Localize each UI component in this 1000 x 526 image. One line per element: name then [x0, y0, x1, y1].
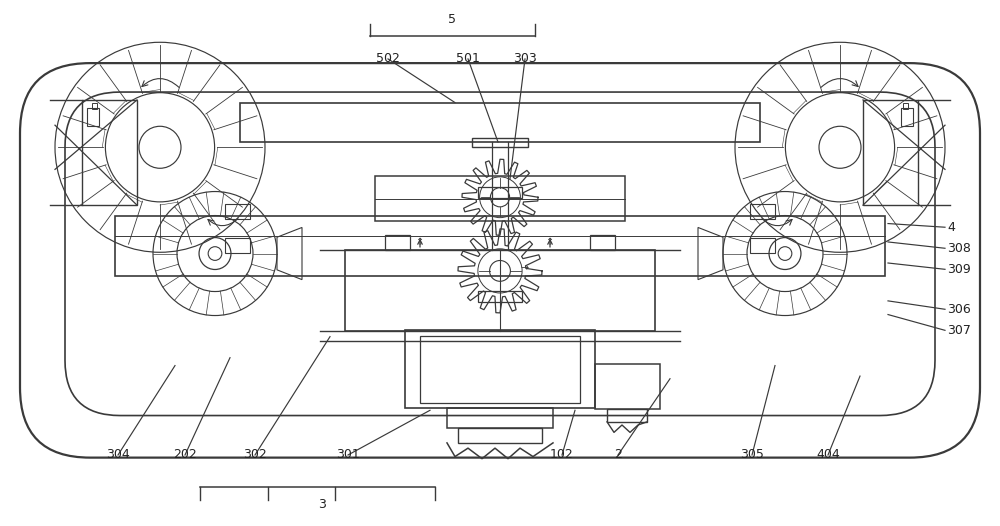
Text: 307: 307	[947, 324, 971, 337]
Text: 404: 404	[816, 449, 840, 461]
Bar	[240, 103, 760, 142]
Text: 304: 304	[106, 449, 130, 461]
Bar	[478, 187, 522, 198]
Text: →: →	[521, 263, 529, 274]
Bar	[385, 235, 410, 250]
Text: 501: 501	[456, 53, 480, 65]
Text: 305: 305	[740, 449, 764, 461]
Text: ↑: ↑	[416, 237, 424, 247]
Bar	[87, 108, 99, 126]
Text: 306: 306	[947, 303, 971, 316]
Bar	[590, 235, 615, 250]
Bar	[863, 100, 918, 205]
Bar	[447, 408, 553, 428]
Bar	[82, 100, 137, 205]
Bar	[115, 216, 885, 276]
Bar	[225, 204, 250, 219]
Text: 202: 202	[173, 449, 197, 461]
Bar	[607, 409, 647, 422]
Bar	[92, 103, 97, 109]
Bar	[478, 291, 522, 302]
Text: 5: 5	[448, 14, 456, 26]
Text: 2: 2	[614, 449, 622, 461]
Bar	[405, 330, 595, 408]
Bar	[750, 238, 775, 253]
Bar	[901, 108, 913, 126]
Bar	[420, 336, 580, 403]
Bar	[458, 428, 542, 443]
Bar	[750, 204, 775, 219]
Text: 4: 4	[947, 221, 955, 234]
Text: 309: 309	[947, 263, 971, 276]
Text: 303: 303	[513, 53, 537, 65]
Text: 302: 302	[243, 449, 267, 461]
Bar	[595, 364, 660, 409]
Text: 102: 102	[550, 449, 574, 461]
Bar	[472, 138, 528, 147]
Bar	[903, 103, 908, 109]
Text: 3: 3	[318, 499, 326, 511]
Text: 301: 301	[336, 449, 360, 461]
Text: 308: 308	[947, 242, 971, 255]
Text: ↑: ↑	[546, 237, 554, 247]
Bar	[225, 238, 250, 253]
Bar	[375, 176, 625, 221]
Bar	[345, 250, 655, 331]
Text: 502: 502	[376, 53, 400, 65]
